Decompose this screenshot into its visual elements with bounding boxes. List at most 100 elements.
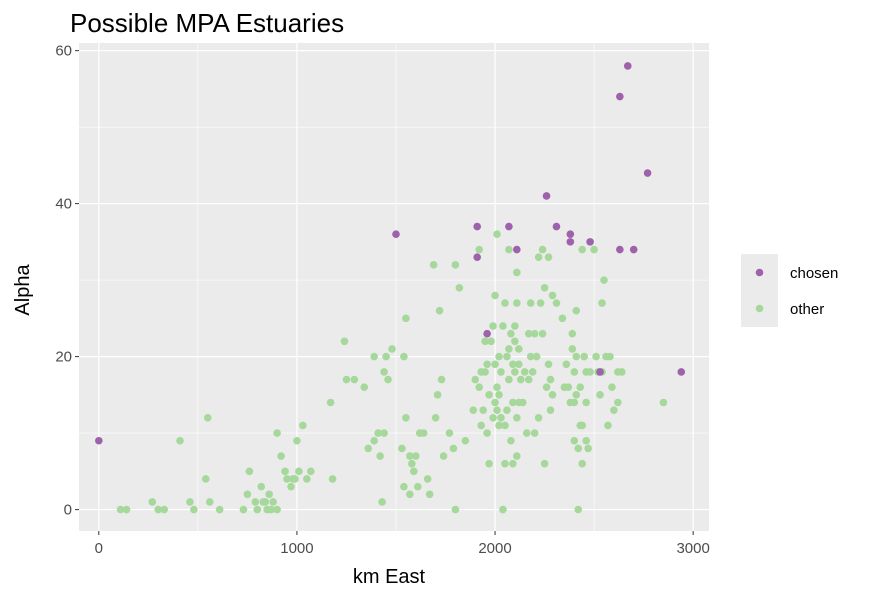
point-other (306, 467, 315, 476)
point-other (400, 482, 408, 491)
point-other (479, 406, 487, 414)
point-other (455, 283, 464, 292)
point-other (303, 475, 311, 483)
point-other (570, 398, 579, 407)
point-other (350, 375, 359, 384)
point-other (449, 444, 458, 453)
point-other (568, 329, 577, 338)
point-other (505, 245, 513, 254)
point-other (360, 383, 369, 392)
point-chosen (616, 245, 624, 254)
point-other (610, 406, 618, 414)
point-other (243, 490, 252, 499)
point-chosen (643, 169, 652, 177)
point-chosen (542, 192, 551, 200)
point-other (402, 314, 410, 323)
point-other (291, 475, 299, 483)
point-other (515, 360, 523, 369)
point-other (205, 498, 214, 506)
point-other (659, 398, 668, 407)
point-other (411, 452, 420, 460)
point-other (160, 505, 168, 514)
point-other (546, 375, 555, 384)
point-other (475, 383, 483, 392)
point-other (536, 299, 545, 307)
point-other (584, 444, 592, 453)
point-chosen (566, 238, 575, 246)
point-other (578, 459, 587, 468)
point-other (376, 452, 384, 460)
point-other (509, 459, 517, 468)
point-other (176, 436, 184, 445)
point-other (548, 391, 557, 399)
point-other (515, 345, 523, 353)
point-other (190, 505, 198, 514)
point-other (538, 245, 547, 254)
point-other (384, 375, 392, 384)
point-other (530, 429, 539, 437)
point-other (267, 505, 275, 514)
point-other (495, 352, 503, 361)
point-other (546, 406, 555, 414)
point-other (590, 245, 598, 254)
point-other (364, 444, 373, 453)
point-other (326, 398, 335, 407)
point-other (526, 299, 535, 307)
point-other (370, 352, 378, 361)
point-other (342, 375, 351, 384)
point-other (495, 421, 503, 430)
point-other (552, 299, 561, 307)
point-other (499, 505, 507, 514)
point-other (511, 337, 519, 346)
gridlines (79, 43, 709, 531)
point-other (497, 413, 505, 422)
point-other (570, 368, 579, 376)
x-axis-title: km East (353, 566, 426, 588)
point-other (564, 383, 573, 392)
point-other (485, 459, 493, 468)
point-other (481, 368, 489, 376)
point-other (572, 306, 581, 315)
point-other (281, 467, 289, 476)
point-other (516, 375, 525, 384)
point-other (509, 360, 517, 369)
point-chosen (677, 368, 686, 376)
point-other (598, 299, 606, 307)
y-axis-title: Alpha (12, 264, 34, 316)
point-other (380, 368, 388, 376)
x-tick-label: 1000 (280, 540, 313, 557)
point-other (495, 391, 503, 399)
point-other (340, 337, 349, 346)
legend-label-chosen: chosen (790, 265, 838, 282)
point-other (606, 352, 614, 361)
point-other (251, 498, 260, 506)
point-other (273, 429, 281, 437)
point-other (475, 245, 483, 254)
point-chosen (616, 92, 624, 101)
point-other (548, 291, 557, 300)
point-other (520, 368, 529, 376)
y-tick-label: 60 (55, 43, 72, 60)
point-other (511, 368, 519, 376)
y-tick-label: 0 (64, 502, 72, 519)
point-other (413, 482, 422, 491)
point-other (586, 368, 594, 376)
point-other (540, 459, 549, 468)
point-other (265, 490, 273, 499)
point-chosen (483, 329, 491, 338)
point-other (261, 498, 270, 506)
point-other (513, 299, 521, 307)
point-other (445, 429, 454, 437)
point-other (435, 306, 444, 315)
point-other (491, 360, 499, 369)
legend: chosen other (741, 254, 838, 327)
point-other (562, 360, 571, 369)
point-chosen (629, 245, 638, 254)
point-other (388, 345, 396, 353)
point-other (277, 452, 285, 460)
point-other (604, 421, 612, 430)
point-other (429, 261, 438, 269)
point-other (425, 490, 434, 499)
point-other (507, 436, 515, 445)
point-other (116, 505, 125, 514)
